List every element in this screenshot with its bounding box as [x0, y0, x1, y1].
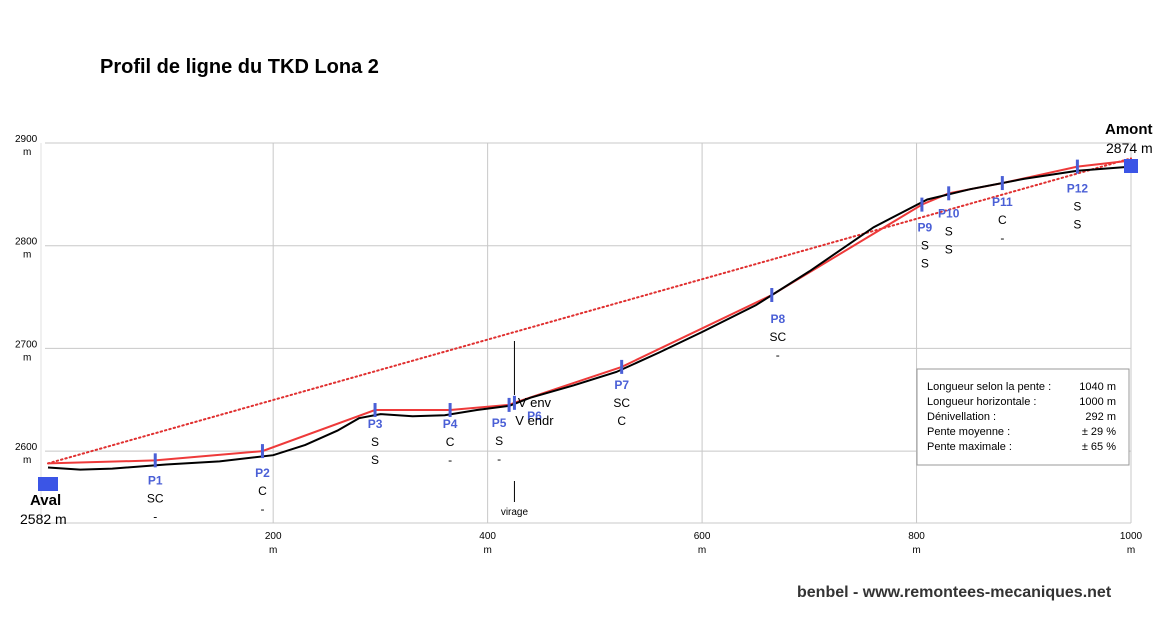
axes: 2600 m 2700 m 2800 m 2900 m 200 m 400 m 600 m 800 m 1000… [15, 134, 1143, 556]
station-bottom-marker [38, 477, 58, 491]
x-tick-label: 800 [908, 531, 925, 542]
pylon-code: SC [769, 330, 786, 344]
info-label: Dénivellation : [927, 411, 996, 423]
pylon-code: - [153, 509, 157, 523]
pylon-label-p12: P12 [1067, 182, 1089, 196]
pylon-label-p10: P10 [938, 206, 960, 220]
pylon-code: SC [613, 396, 630, 410]
pylon-code: S [371, 453, 379, 467]
station-top-name: Amont [1105, 121, 1153, 138]
y-tick-unit: m [23, 352, 31, 363]
pylon-code: - [448, 453, 452, 467]
pylon-code: - [497, 452, 501, 466]
pylon-code: S [945, 224, 953, 238]
x-tick-unit: m [698, 545, 706, 556]
info-value: ± 65 % [1082, 441, 1116, 453]
station-bottom-name: Aval [30, 492, 61, 509]
pylon-code: - [1000, 231, 1004, 245]
x-tick-unit: m [1127, 545, 1135, 556]
y-tick-label: 2800 [15, 237, 38, 248]
virage-annotation: virage [501, 341, 529, 518]
pylon-code: S [921, 257, 929, 271]
pylon-code: C [617, 414, 626, 428]
info-label: Longueur selon la pente : [927, 381, 1051, 393]
pylon-code: V endr [515, 413, 554, 428]
y-tick-label: 2600 [15, 442, 38, 453]
y-tick-label: 2900 [15, 134, 38, 145]
pylon-code: S [1073, 200, 1081, 214]
pylon-label-p8: P8 [770, 312, 785, 326]
y-tick-unit: m [23, 147, 31, 158]
y-tick-unit: m [23, 250, 31, 261]
x-tick-label: 1000 [1120, 531, 1143, 542]
chart-title: Profil de ligne du TKD Lona 2 [100, 56, 379, 78]
x-tick-label: 600 [694, 531, 711, 542]
pylon-code: S [1073, 218, 1081, 232]
grid [40, 142, 1132, 524]
pylon-code: C [446, 435, 455, 449]
station-top-altitude: 2874 m [1106, 140, 1153, 156]
y-tick-label: 2700 [15, 339, 38, 350]
pylon-code: - [776, 348, 780, 362]
pylon-code: C [998, 213, 1007, 227]
x-tick-label: 400 [479, 531, 496, 542]
station-bottom-altitude: 2582 m [20, 511, 67, 527]
credit-text: benbel - www.remontees-mecaniques.net [797, 584, 1112, 601]
pylon-code: S [495, 434, 503, 448]
virage-label: virage [501, 507, 529, 518]
info-value: 1000 m [1079, 396, 1116, 408]
x-tick-unit: m [912, 545, 920, 556]
pylon-label-p3: P3 [368, 417, 383, 431]
pylon-label-p2: P2 [255, 466, 270, 480]
pylon-label-p9: P9 [918, 221, 933, 235]
series-line-0 [47, 157, 1132, 465]
info-label: Longueur horizontale : [927, 396, 1036, 408]
info-value: ± 29 % [1082, 426, 1116, 438]
pylon-code: S [921, 239, 929, 253]
info-box-frame [916, 368, 1130, 466]
station-top-marker [1124, 159, 1138, 173]
pylon-code: S [371, 435, 379, 449]
pylon-label-p1: P1 [148, 473, 163, 487]
pylon-label-p6: P6 [527, 409, 542, 423]
pylon-code: SC [147, 491, 164, 505]
info-value: 1040 m [1079, 381, 1116, 393]
x-tick-label: 200 [265, 531, 282, 542]
pylon-label-p11: P11 [992, 195, 1013, 209]
info-value: 292 m [1085, 411, 1116, 423]
pylon-label-p7: P7 [614, 378, 629, 392]
x-tick-unit: m [483, 545, 491, 556]
pylon-code: C [258, 484, 267, 498]
info-box: Longueur selon la pente : 1040 m Longueur … [916, 368, 1130, 466]
info-label: Pente maximale : [927, 441, 1012, 453]
pylon-code: S [945, 242, 953, 256]
y-tick-unit: m [23, 455, 31, 466]
x-tick-unit: m [269, 545, 277, 556]
pylon-code: V env [518, 395, 552, 410]
pylon-label-p4: P4 [443, 417, 458, 431]
pylon-code: - [260, 502, 264, 516]
info-label: Pente moyenne : [927, 426, 1010, 438]
pylon-label-p5: P5 [492, 416, 507, 430]
stations-layer: Aval 2582 m Amont 2874 m [20, 121, 1153, 527]
